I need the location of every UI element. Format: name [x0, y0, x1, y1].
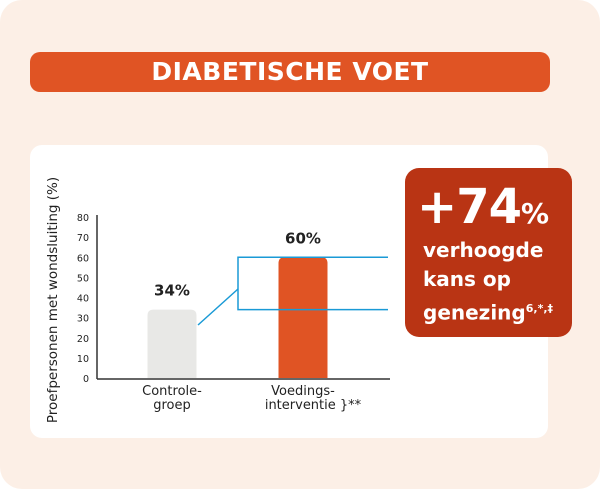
y-tick-label: 40 — [77, 294, 89, 305]
callout-value: +74% — [417, 179, 549, 239]
bar — [147, 309, 197, 378]
y-tick-label: 10 — [77, 354, 89, 365]
y-tick-label: 60 — [77, 253, 89, 264]
y-tick-label: 0 — [83, 374, 89, 385]
data-label: 34% — [154, 282, 190, 300]
bar — [278, 257, 328, 378]
data-label: 60% — [285, 229, 321, 247]
y-tick-label: 80 — [77, 213, 89, 224]
callout-line: verhoogde — [423, 238, 544, 262]
x-tick-label: Controle- — [142, 384, 202, 399]
callout-unit: % — [521, 197, 549, 230]
callout-line: kans op — [423, 267, 511, 291]
callout-footnote: 6,*,‡ — [525, 302, 553, 315]
bracket-connector — [197, 288, 239, 326]
title-banner: DIABETISCHE VOET — [30, 52, 550, 92]
x-tick-label: Voedings- — [271, 384, 335, 399]
x-tick-label: groep — [153, 398, 191, 413]
y-tick-label: 70 — [77, 233, 89, 244]
callout-box: +74% verhoogde kans op genezing6,*,‡ — [405, 168, 572, 337]
y-tick-label: 20 — [77, 334, 89, 345]
difference-bracket — [237, 256, 388, 311]
callout-text: verhoogde kans op genezing6,*,‡ — [423, 236, 553, 328]
callout-line: genezing — [423, 300, 526, 325]
callout-number: +74 — [417, 179, 522, 235]
y-axis-label: Proefpersonen met wondsluiting (%) — [45, 177, 61, 423]
y-tick-label: 30 — [77, 314, 89, 325]
x-tick-label: interventie }** — [265, 398, 362, 413]
y-tick-label: 50 — [77, 273, 89, 284]
